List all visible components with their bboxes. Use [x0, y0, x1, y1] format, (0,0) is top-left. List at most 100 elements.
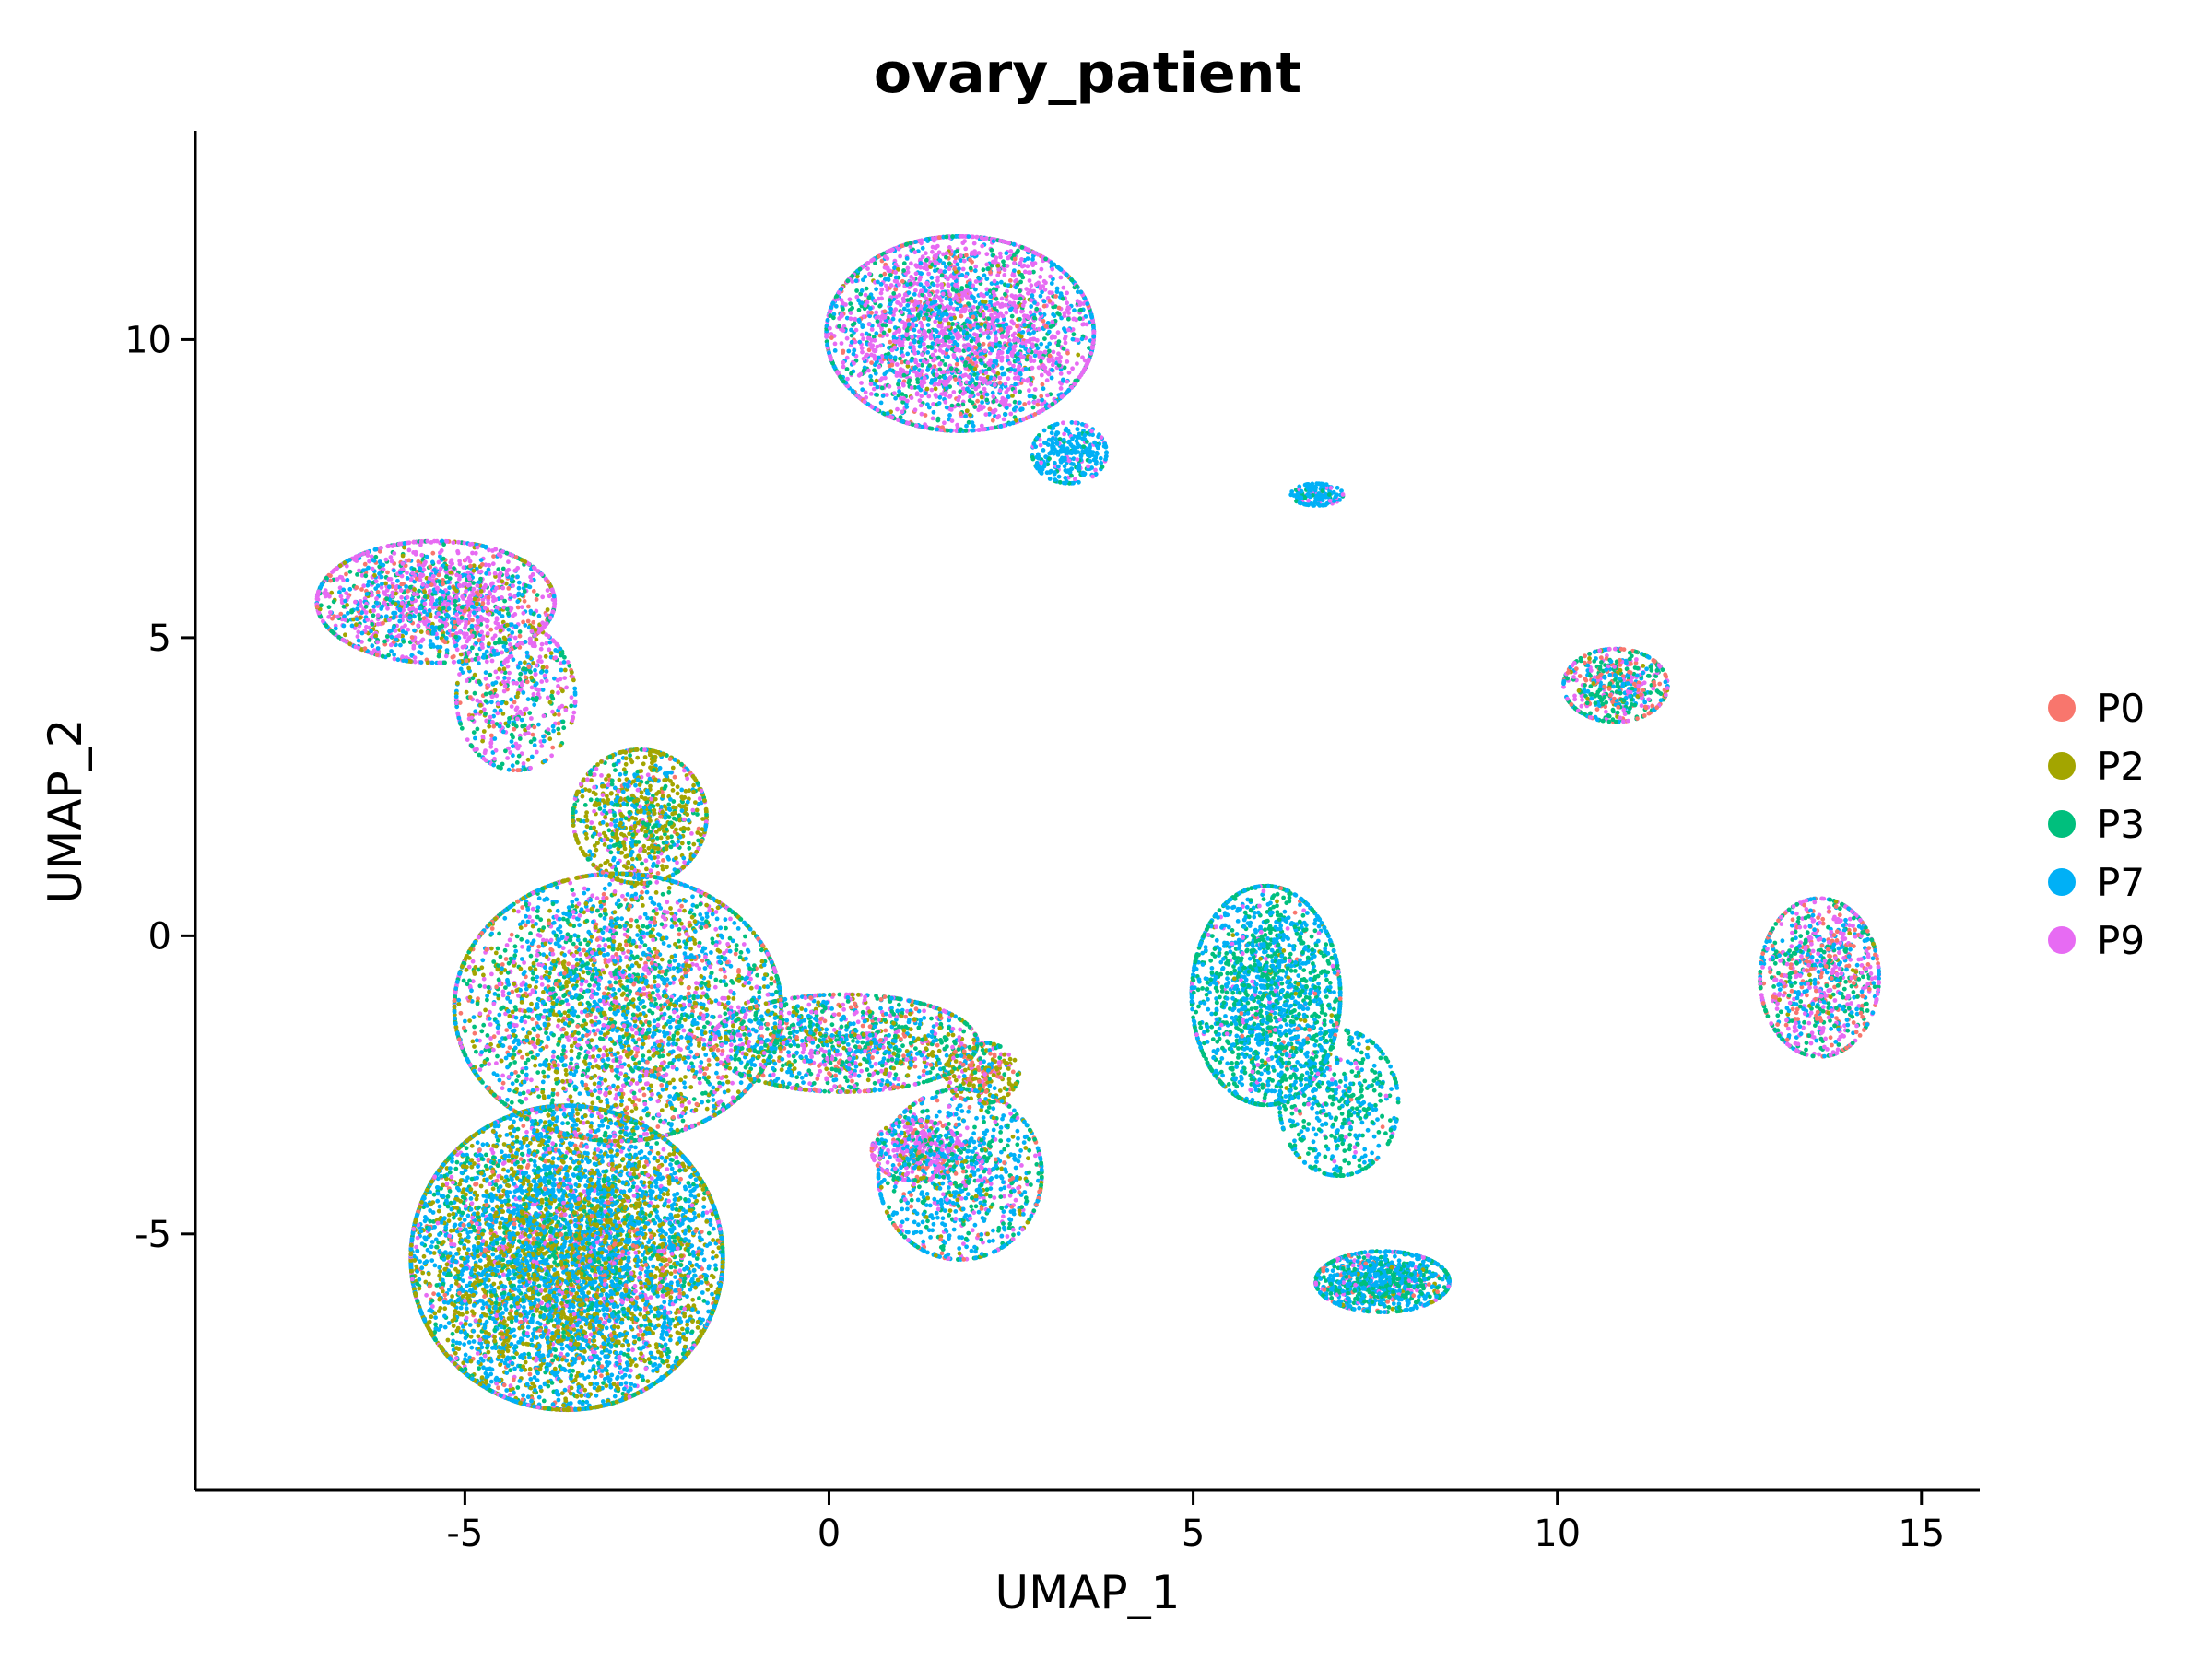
data-point-p7 [658, 1262, 664, 1267]
data-point-p3 [515, 1385, 521, 1390]
data-point-p7 [913, 1230, 919, 1234]
data-point-p3 [966, 419, 971, 425]
data-point-p9 [618, 1055, 623, 1060]
data-point-p7 [585, 887, 591, 892]
data-point-p0 [1851, 1020, 1856, 1025]
data-point-p3 [691, 1097, 697, 1101]
data-point-p0 [677, 932, 682, 937]
data-point-p2 [329, 590, 335, 595]
data-point-p0 [624, 942, 629, 947]
data-point-p9 [935, 289, 940, 294]
data-point-p3 [433, 1322, 438, 1327]
data-point-p9 [1011, 321, 1017, 326]
data-point-p7 [498, 1184, 503, 1189]
data-point-p3 [1376, 1130, 1382, 1135]
data-point-p3 [575, 1014, 581, 1019]
data-point-p3 [1378, 1098, 1383, 1103]
data-point-p7 [704, 911, 710, 916]
data-point-p7 [701, 1042, 707, 1048]
data-point-p7 [449, 1264, 454, 1268]
data-point-p7 [800, 1038, 805, 1043]
data-point-p9 [838, 1052, 843, 1057]
data-point-p7 [639, 1156, 644, 1161]
data-point-p3 [980, 1047, 985, 1053]
data-point-p7 [524, 939, 530, 945]
data-point-p7 [447, 585, 452, 591]
data-point-p3 [1772, 960, 1778, 966]
data-point-p3 [724, 982, 729, 988]
data-point-p9 [571, 914, 576, 920]
data-point-p0 [488, 627, 494, 632]
data-point-p9 [847, 297, 853, 302]
data-point-p7 [918, 1230, 924, 1235]
data-point-p3 [1323, 1154, 1328, 1159]
data-point-p3 [1012, 399, 1018, 405]
data-point-p7 [536, 722, 541, 727]
data-point-p7 [1036, 1178, 1041, 1183]
data-point-p7 [1064, 426, 1069, 431]
data-point-p0 [655, 871, 661, 876]
data-point-p7 [502, 1360, 508, 1366]
data-point-p9 [595, 1028, 601, 1033]
data-point-p0 [659, 1083, 665, 1088]
data-point-p9 [1027, 388, 1031, 393]
data-point-p7 [532, 702, 537, 708]
data-point-p3 [887, 1205, 891, 1210]
data-point-p9 [1006, 1052, 1011, 1057]
data-point-p3 [961, 1029, 966, 1034]
data-point-p2 [467, 1018, 472, 1023]
data-point-p2 [616, 1324, 621, 1330]
data-point-p7 [1058, 367, 1064, 372]
data-point-p3 [1287, 895, 1292, 900]
data-point-p0 [672, 774, 677, 780]
data-point-p2 [607, 1090, 612, 1096]
data-point-p0 [661, 858, 665, 863]
data-point-p3 [973, 1204, 979, 1209]
data-point-p3 [947, 1025, 951, 1030]
data-point-p3 [1796, 915, 1802, 921]
data-point-p9 [524, 1129, 529, 1135]
data-point-p7 [1362, 1147, 1368, 1152]
data-point-p7 [711, 1085, 716, 1090]
data-point-p9 [529, 685, 535, 690]
data-point-p0 [1292, 910, 1298, 915]
data-point-p2 [705, 1287, 711, 1292]
data-point-p2 [569, 1312, 573, 1318]
data-point-p9 [489, 971, 494, 977]
data-point-p7 [925, 350, 931, 355]
data-point-p9 [982, 386, 987, 392]
data-point-p9 [941, 1192, 946, 1197]
data-point-p7 [1282, 909, 1288, 914]
data-point-p3 [1236, 1046, 1241, 1051]
data-point-p3 [472, 690, 477, 696]
data-point-p9 [926, 271, 931, 276]
data-point-p9 [717, 1014, 723, 1019]
data-point-p9 [564, 685, 569, 690]
data-point-p0 [939, 1251, 945, 1256]
data-point-p2 [605, 822, 610, 828]
data-point-p9 [1826, 905, 1831, 911]
data-point-p9 [987, 1171, 992, 1175]
data-point-p7 [1375, 1117, 1380, 1122]
data-point-p0 [1805, 993, 1809, 998]
data-point-p3 [891, 1188, 897, 1194]
data-point-p9 [1039, 372, 1044, 378]
data-point-p3 [1841, 986, 1847, 992]
data-point-p9 [1006, 376, 1011, 382]
data-point-p3 [487, 1048, 492, 1053]
data-point-p0 [521, 1124, 526, 1128]
data-point-p3 [1813, 1023, 1818, 1028]
data-point-p3 [1209, 1024, 1215, 1030]
data-point-p7 [597, 1357, 603, 1361]
data-point-p7 [444, 648, 450, 653]
data-point-p3 [1267, 907, 1273, 912]
data-point-p2 [726, 995, 731, 1001]
data-point-p0 [1040, 382, 1045, 387]
data-point-p3 [660, 891, 665, 897]
data-point-p3 [371, 613, 376, 618]
data-point-p7 [1396, 1258, 1402, 1264]
data-point-p0 [601, 891, 606, 897]
data-point-p3 [526, 1015, 532, 1019]
data-point-p0 [535, 1033, 541, 1039]
data-point-p3 [1285, 1066, 1289, 1072]
